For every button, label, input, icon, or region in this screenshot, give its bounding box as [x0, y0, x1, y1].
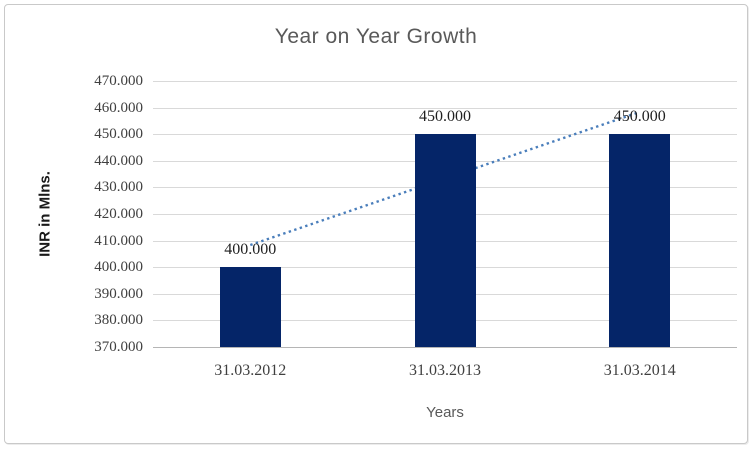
- x-tick-label: 31.03.2013: [409, 362, 481, 379]
- y-tick-label: 410.000: [94, 232, 143, 249]
- y-tick-label: 460.000: [94, 99, 143, 116]
- y-axis-title: INR in Mlns.: [36, 171, 54, 257]
- y-tick-label: 380.000: [94, 312, 143, 329]
- trendline-path: [249, 110, 641, 247]
- y-tick-label: 430.000: [94, 179, 143, 196]
- y-tick-label: 450.000: [94, 126, 143, 143]
- x-tick-label: 31.03.2014: [603, 362, 676, 379]
- y-tick-label: 420.000: [94, 206, 143, 222]
- x-axis-title: Years: [426, 404, 464, 421]
- bar-31.03.2012: [219, 267, 281, 347]
- y-tick-label: 400.000: [94, 259, 143, 276]
- y-tick-label: 470.000: [94, 73, 143, 89]
- bar-31.03.2014: [609, 134, 671, 347]
- chart-frame: Year on Year Growth INR in Mlns. 470.000…: [4, 4, 748, 444]
- chart-title: Year on Year Growth: [274, 25, 478, 48]
- plot-area: [153, 81, 737, 348]
- x-tick-label: 31.03.2012: [214, 362, 287, 379]
- data-label: 450.000: [419, 108, 471, 126]
- y-tick-label: 440.000: [94, 152, 143, 169]
- gridline: [153, 81, 737, 82]
- data-label: 400.000: [224, 241, 277, 259]
- data-label: 450.000: [613, 108, 666, 126]
- trendline: [249, 110, 641, 247]
- x-axis-line: [153, 347, 737, 348]
- bar-31.03.2013: [414, 134, 476, 347]
- y-tick-label: 390.000: [94, 285, 143, 302]
- y-tick-label: 370.000: [94, 339, 143, 355]
- gridline: [153, 107, 737, 109]
